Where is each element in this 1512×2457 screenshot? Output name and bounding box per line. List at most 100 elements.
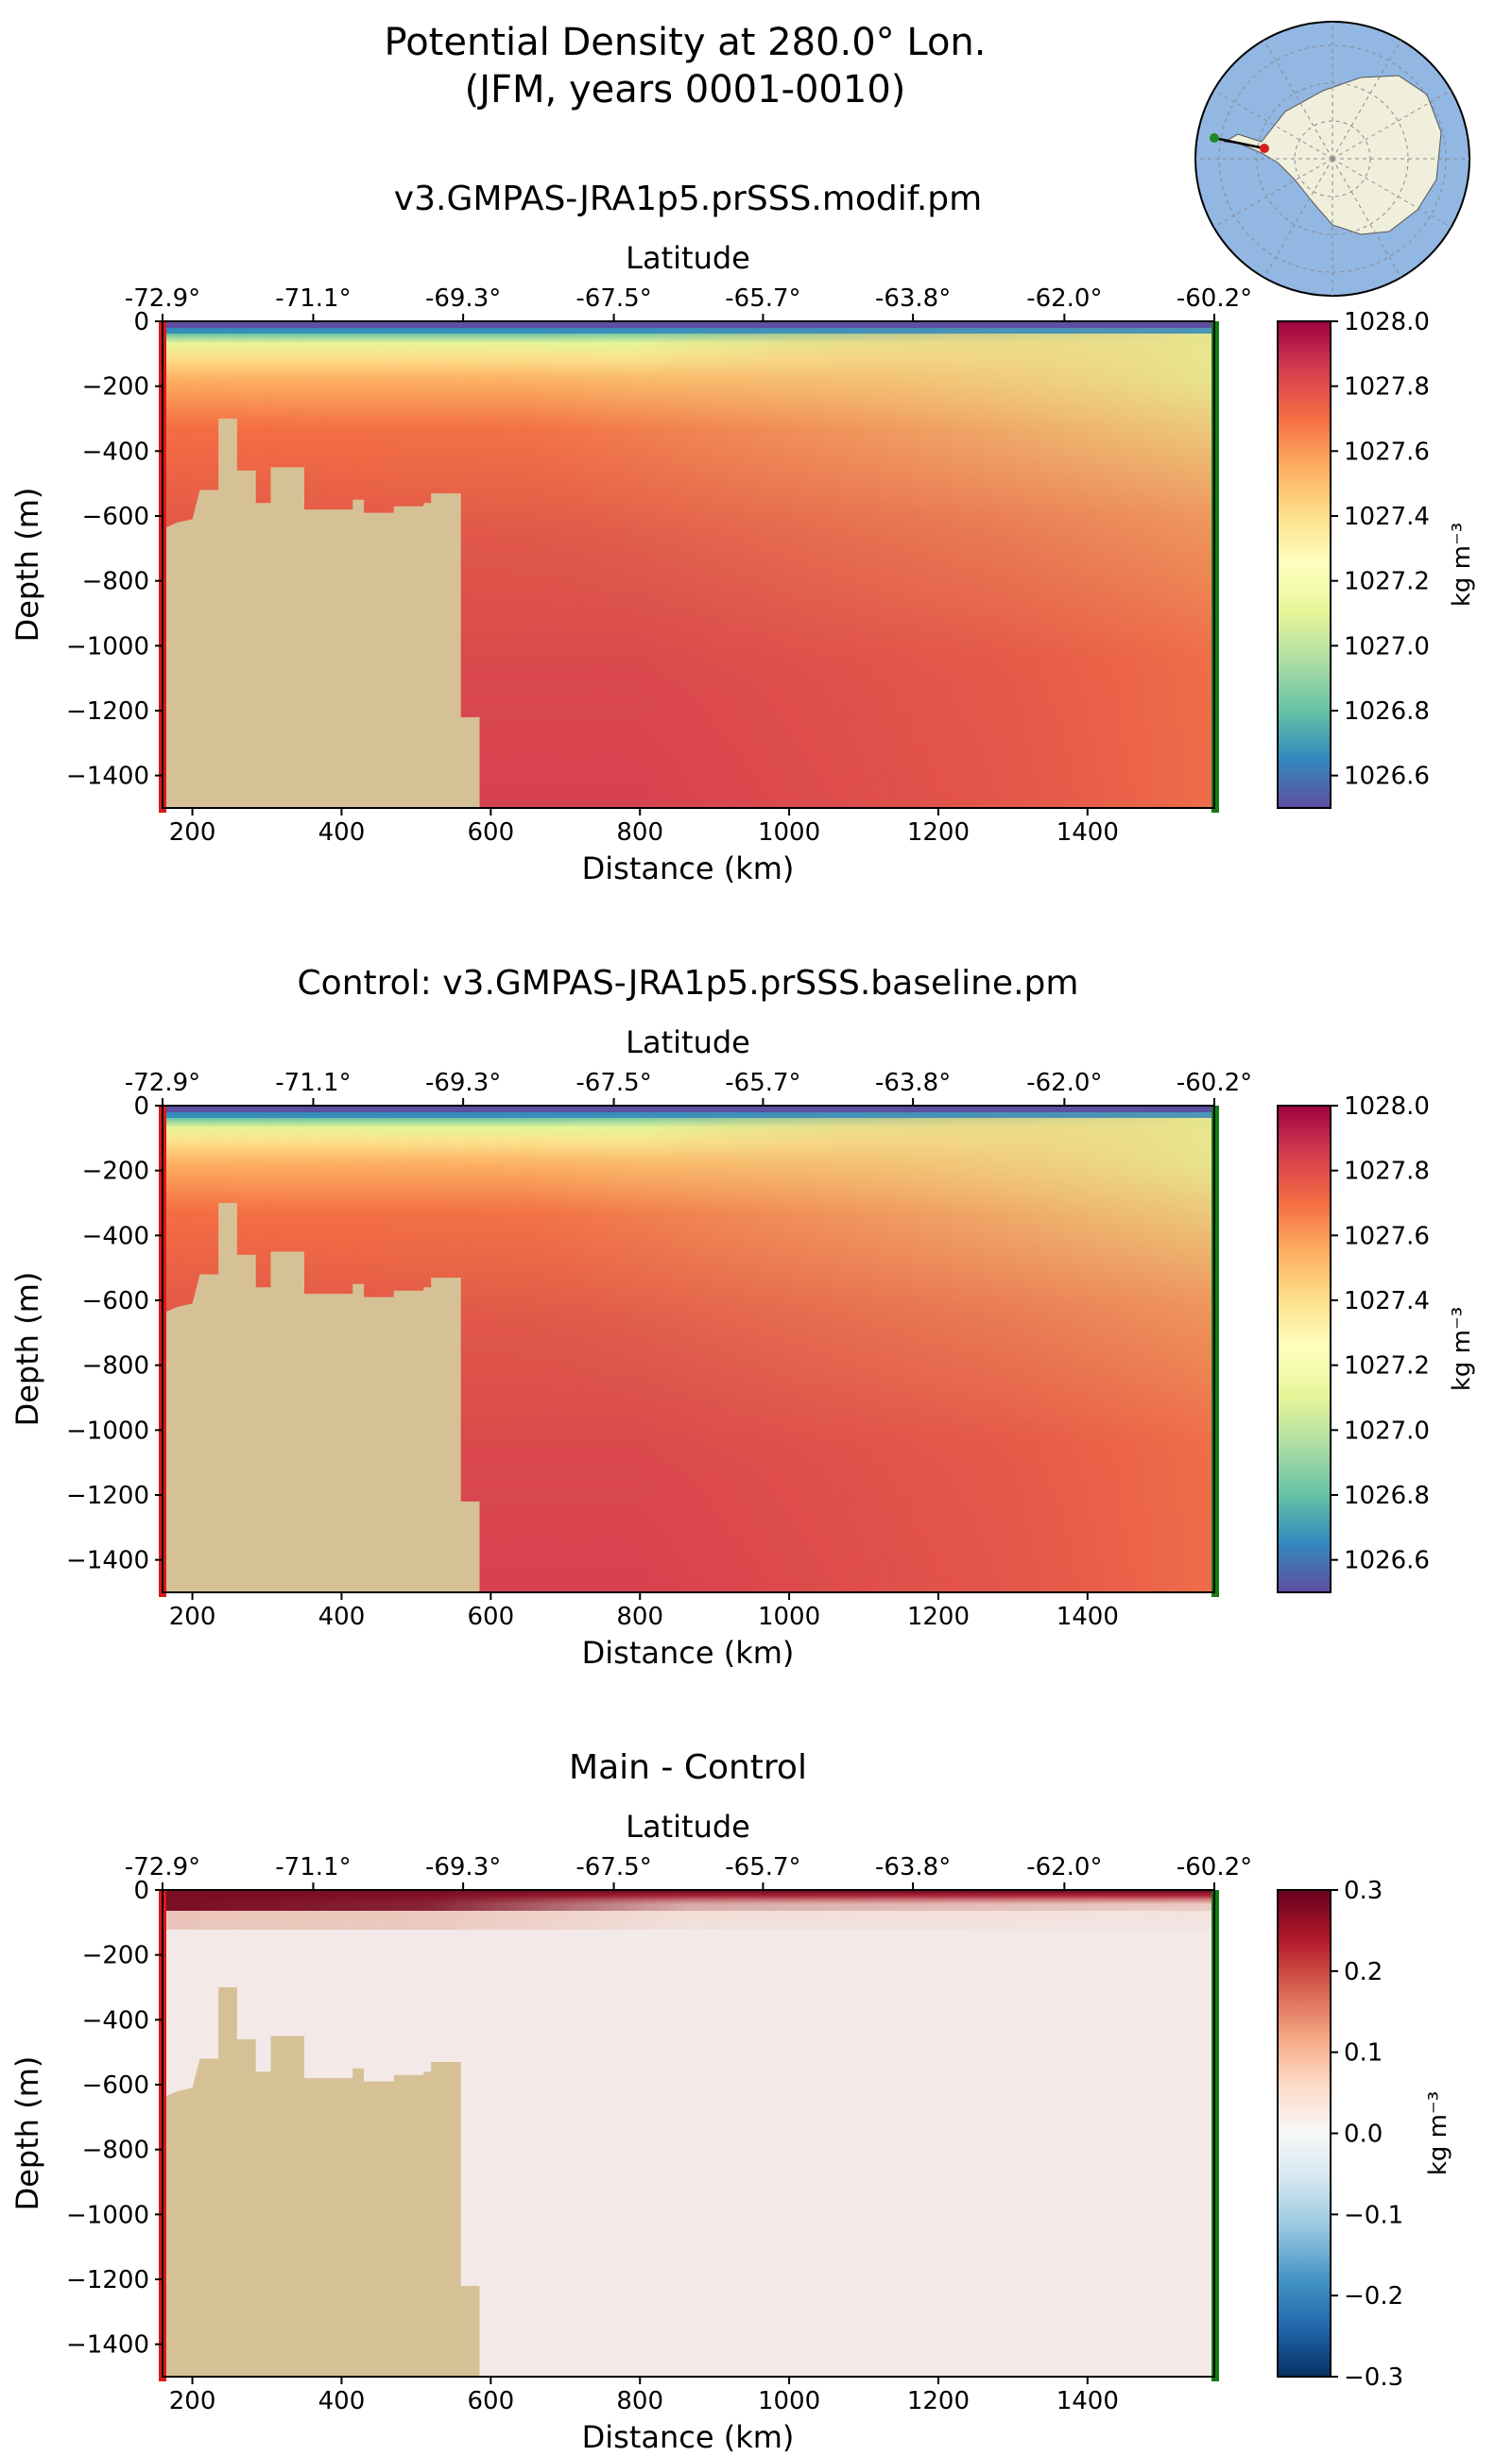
inset-meridian bbox=[1213, 158, 1333, 228]
lat-tick-label: -62.0° bbox=[1026, 1853, 1102, 1881]
top-axis-label: Latitude bbox=[626, 240, 750, 276]
colorbar-tick-label: 1027.8 bbox=[1344, 373, 1430, 402]
x-tick-label: 1400 bbox=[1057, 1603, 1119, 1631]
surface-layer bbox=[163, 321, 1214, 328]
surface-layer bbox=[163, 1106, 1214, 1112]
lat-tick-label: -62.0° bbox=[1026, 1069, 1102, 1097]
y-tick-label: −800 bbox=[82, 568, 149, 596]
lat-tick-label: -63.8° bbox=[875, 284, 951, 313]
panel-title: Control: v3.GMPAS-JRA1p5.prSSS.baseline.… bbox=[298, 964, 1079, 1003]
lat-tick-label: -65.7° bbox=[725, 284, 800, 313]
axes-frame bbox=[162, 1105, 1215, 1593]
lat-tick-label: -63.8° bbox=[875, 1853, 951, 1881]
y-tick-label: −1400 bbox=[66, 2331, 149, 2360]
panel-title: Main - Control bbox=[569, 1748, 807, 1787]
colorbar-tick-label: 1027.2 bbox=[1344, 1352, 1430, 1381]
y-axis-label: Depth (m) bbox=[9, 1272, 45, 1427]
colorbar-tick-label: −0.1 bbox=[1344, 2201, 1403, 2229]
colorbar-label: kg m⁻³ bbox=[1424, 2091, 1452, 2175]
colorbar-tick-label: 1027.0 bbox=[1344, 1417, 1430, 1445]
lat-tick-label: -67.5° bbox=[576, 1853, 651, 1881]
y-tick-label: −400 bbox=[82, 1222, 149, 1250]
colorbar bbox=[1277, 1889, 1332, 2378]
inset-meridian bbox=[1213, 90, 1333, 160]
inset-meridian bbox=[1332, 158, 1452, 228]
panel-title: v3.GMPAS-JRA1p5.prSSS.modif.pm bbox=[394, 180, 982, 218]
colorbar-tick-label: 1027.4 bbox=[1344, 503, 1430, 531]
seafloor-land bbox=[163, 1203, 480, 1592]
lat-tick-label: -63.8° bbox=[875, 1069, 951, 1097]
y-tick-label: −600 bbox=[82, 503, 149, 531]
y-tick-label: −600 bbox=[82, 2071, 149, 2100]
field-heatmap bbox=[163, 1106, 1214, 1592]
y-axis-label: Depth (m) bbox=[9, 488, 45, 643]
colorbar bbox=[1277, 320, 1332, 809]
x-tick-label: 600 bbox=[467, 2387, 514, 2415]
colorbar-tick-label: 0.0 bbox=[1344, 2121, 1383, 2149]
lat-tick-label: -60.2° bbox=[1177, 1853, 1252, 1881]
colorbar-tick-label: 1027.6 bbox=[1344, 1222, 1430, 1250]
x-tick-label: 1000 bbox=[758, 2387, 820, 2415]
lat-tick-label: -67.5° bbox=[576, 284, 651, 313]
top-axis-label: Latitude bbox=[626, 1809, 750, 1845]
y-tick-label: 0 bbox=[133, 1092, 149, 1121]
y-tick-label: −1400 bbox=[66, 763, 149, 791]
lat-tick-label: -69.3° bbox=[425, 1853, 501, 1881]
x-tick-label: 1400 bbox=[1057, 818, 1119, 847]
y-tick-label: −200 bbox=[82, 1942, 149, 1970]
colorbar-tick-label: −0.2 bbox=[1344, 2282, 1403, 2311]
colorbar-tick-label: 1026.8 bbox=[1344, 1482, 1430, 1510]
y-tick-label: −600 bbox=[82, 1287, 149, 1315]
x-tick-label: 800 bbox=[616, 1603, 663, 1631]
inset-meridian bbox=[1332, 40, 1401, 160]
x-tick-label: 1000 bbox=[758, 818, 820, 847]
lat-tick-label: -72.9° bbox=[125, 1069, 200, 1097]
panel-3: Main - Control 200 400 600 800 1000 1200 1400 Di… bbox=[9, 1748, 1452, 2455]
y-tick-label: −200 bbox=[82, 1158, 149, 1186]
lat-tick-label: -69.3° bbox=[425, 284, 501, 313]
y-tick-label: −400 bbox=[82, 2006, 149, 2035]
top-axis-label: Latitude bbox=[626, 1024, 750, 1060]
y-tick-label: −800 bbox=[82, 2137, 149, 2165]
x-tick-label: 800 bbox=[616, 818, 663, 847]
x-tick-label: 1000 bbox=[758, 1603, 820, 1631]
inset-meridian bbox=[1332, 90, 1452, 160]
y-tick-label: −800 bbox=[82, 1352, 149, 1381]
colorbar-tick-label: 0.3 bbox=[1344, 1877, 1383, 1905]
y-tick-label: −200 bbox=[82, 373, 149, 402]
lat-tick-label: -71.1° bbox=[275, 284, 351, 313]
surface-layer-2 bbox=[163, 1112, 1214, 1118]
inset-map bbox=[1194, 21, 1470, 297]
colorbar-label: kg m⁻³ bbox=[1448, 1307, 1476, 1391]
colorbar-tick-label: 1026.6 bbox=[1344, 763, 1430, 791]
figure-title-line2: (JFM, years 0001-0010) bbox=[464, 68, 906, 112]
x-tick-label: 600 bbox=[467, 818, 514, 847]
panels: v3.GMPAS-JRA1p5.prSSS.modif.pm 200 400 600 8… bbox=[9, 180, 1476, 2455]
y-tick-label: −1200 bbox=[66, 2266, 149, 2294]
lat-tick-label: -60.2° bbox=[1177, 284, 1252, 313]
y-tick-label: −1400 bbox=[66, 1547, 149, 1575]
y-axis-label: Depth (m) bbox=[9, 2056, 45, 2211]
lat-tick-label: -65.7° bbox=[725, 1069, 800, 1097]
colorbar-tick-label: −0.3 bbox=[1344, 2363, 1403, 2392]
colorbar bbox=[1277, 1105, 1332, 1593]
x-axis-label: Distance (km) bbox=[582, 850, 795, 886]
x-axis-label: Distance (km) bbox=[582, 1635, 795, 1671]
x-tick-label: 400 bbox=[318, 818, 366, 847]
x-tick-label: 400 bbox=[318, 1603, 366, 1631]
transect-line bbox=[1213, 136, 1265, 150]
inset-content bbox=[1195, 22, 1469, 296]
lat-tick-label: -69.3° bbox=[425, 1069, 501, 1097]
colorbar-tick-label: 0.2 bbox=[1344, 1958, 1383, 1986]
lat-tick-label: -71.1° bbox=[275, 1069, 351, 1097]
y-tick-label: −1200 bbox=[66, 1482, 149, 1510]
y-tick-label: −1000 bbox=[66, 2201, 149, 2229]
colorbar-tick-label: 1028.0 bbox=[1344, 308, 1430, 336]
transect-end-marker bbox=[1210, 133, 1219, 143]
surface-layer-2 bbox=[163, 328, 1214, 334]
lat-tick-label: -62.0° bbox=[1026, 284, 1102, 313]
inset-meridian bbox=[1263, 40, 1333, 160]
x-tick-label: 1200 bbox=[907, 1603, 970, 1631]
x-tick-label: 1400 bbox=[1057, 2387, 1119, 2415]
lat-tick-label: -60.2° bbox=[1177, 1069, 1252, 1097]
